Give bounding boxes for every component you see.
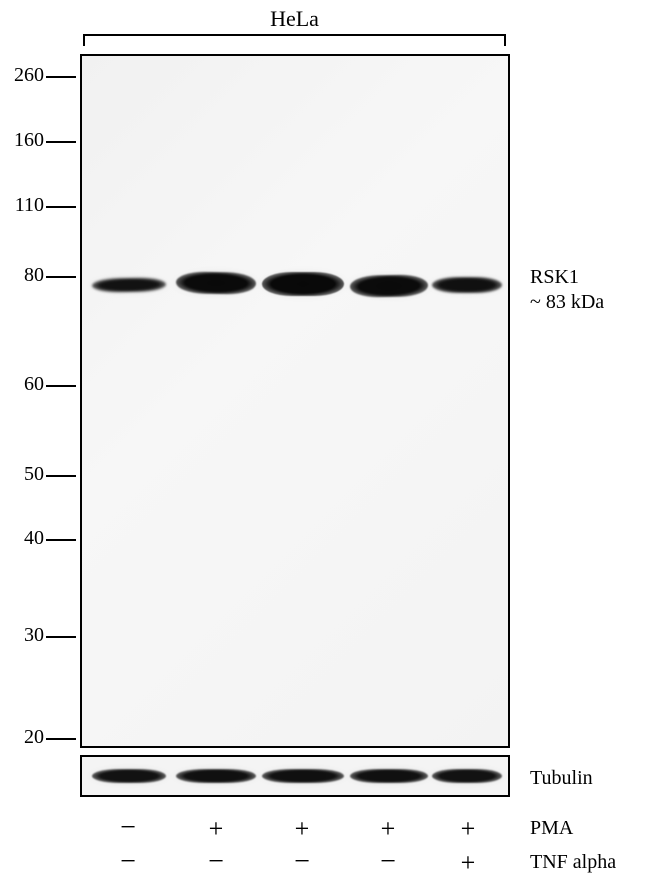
- cond-cell: +: [374, 814, 402, 844]
- mw-tick: [46, 385, 76, 387]
- tubulin-label: Tubulin: [530, 766, 593, 791]
- tubulin-band-0-haze: [88, 766, 170, 786]
- rsk1-band-1-haze: [172, 269, 260, 297]
- sample-label: HeLa: [83, 6, 506, 32]
- cond-cell: −: [374, 848, 402, 876]
- cond-name: PMA: [530, 817, 573, 840]
- main-blot: [80, 54, 510, 748]
- mw-tick: [46, 76, 76, 78]
- tubulin-band-3-haze: [346, 766, 432, 786]
- rsk1-label: RSK1 ~ 83 kDa: [530, 265, 604, 315]
- mw-label: 40: [6, 527, 44, 550]
- mw-tick: [46, 539, 76, 541]
- cond-cell: −: [114, 848, 142, 876]
- rsk1-band-4-haze: [428, 274, 506, 296]
- cond-name: TNF alpha: [530, 851, 616, 874]
- mw-tick: [46, 738, 76, 740]
- mw-tick: [46, 475, 76, 477]
- rsk1-label-line2: ~ 83 kDa: [530, 291, 604, 313]
- mw-label: 80: [6, 264, 44, 287]
- tubulin-band-4-haze: [428, 766, 506, 786]
- mw-tick: [46, 636, 76, 638]
- cond-cell: −: [288, 848, 316, 876]
- mw-tick: [46, 206, 76, 208]
- mw-label: 160: [6, 129, 44, 152]
- cond-cell: −: [114, 814, 142, 842]
- cond-cell: +: [202, 814, 230, 844]
- rsk1-band-3-haze: [346, 272, 432, 300]
- figure-container: HeLa 260 160 110 80 60 50 40 30 20 RSK1 ~ 83 kDa…: [0, 0, 650, 896]
- mw-label: 60: [6, 373, 44, 396]
- tubulin-band-1-haze: [172, 766, 260, 786]
- mw-tick: [46, 276, 76, 278]
- mw-label: 260: [6, 64, 44, 87]
- sample-bracket: [83, 34, 506, 46]
- mw-label: 30: [6, 624, 44, 647]
- mw-label: 20: [6, 726, 44, 749]
- rsk1-label-line1: RSK1: [530, 266, 579, 288]
- cond-cell: +: [288, 814, 316, 844]
- cond-cell: −: [202, 848, 230, 876]
- mw-tick: [46, 141, 76, 143]
- tubulin-band-2-haze: [258, 766, 348, 786]
- cond-cell: +: [454, 848, 482, 878]
- cond-cell: +: [454, 814, 482, 844]
- main-blot-bg: [82, 56, 508, 746]
- mw-label: 50: [6, 463, 44, 486]
- rsk1-band-0-haze: [88, 275, 170, 295]
- rsk1-band-2-haze: [258, 269, 348, 299]
- mw-label: 110: [6, 194, 44, 217]
